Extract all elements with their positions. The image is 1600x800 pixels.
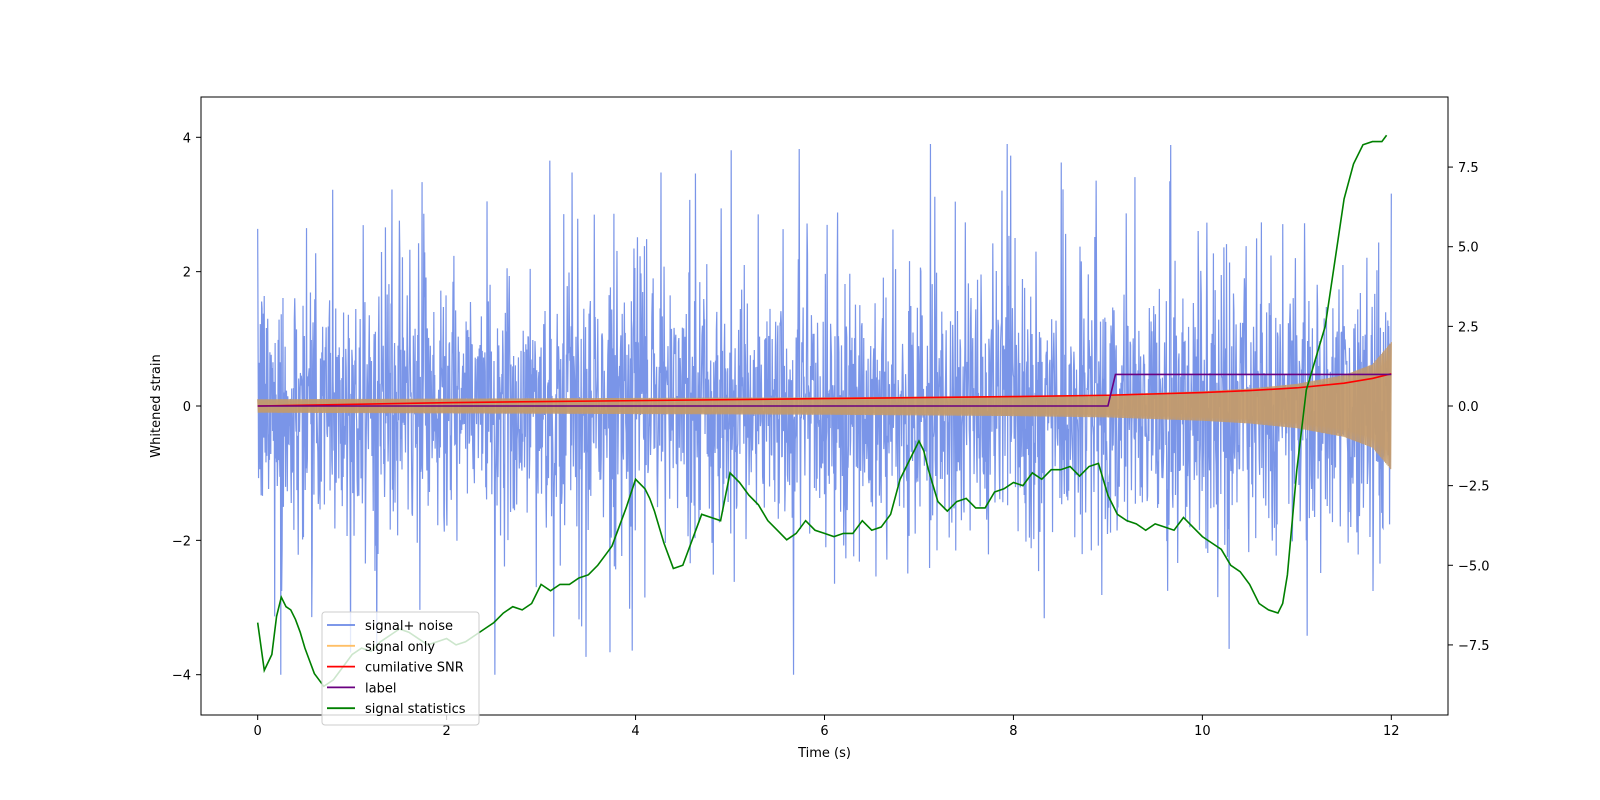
y-tick-label: 0 — [183, 400, 191, 415]
x-tick-label: 6 — [820, 724, 828, 739]
y2-tick-label: 5.0 — [1458, 241, 1479, 256]
x-tick-label: 4 — [631, 724, 639, 739]
x-tick-label: 2 — [442, 724, 450, 739]
legend-label: label — [365, 681, 396, 696]
x-tick-label: 0 — [254, 724, 262, 739]
y-tick-label: 2 — [183, 266, 191, 281]
y2-tick-label: 0.0 — [1458, 400, 1479, 415]
y-tick-label: −4 — [172, 669, 191, 684]
legend-label: signal only — [365, 640, 435, 655]
y2-tick-label: −2.5 — [1458, 480, 1490, 495]
series-cumulative-snr — [257, 372, 1392, 407]
x-axis-title: Time (s) — [797, 746, 851, 761]
legend-label: signal statistics — [365, 702, 466, 717]
y-axis-title: Whitened strain — [149, 354, 164, 457]
x-tick-label: 12 — [1383, 724, 1400, 739]
legend-label: cumilative SNR — [365, 661, 464, 676]
legend-box — [321, 611, 480, 726]
legend-label: signal+ noise — [365, 619, 453, 634]
series-label — [257, 373, 1392, 407]
y-tick-label: −2 — [172, 534, 191, 549]
y2-tick-label: 2.5 — [1458, 320, 1479, 335]
legend: signal+ noise signal only cumilative SNR la… — [321, 611, 480, 726]
x-tick-label: 8 — [1009, 724, 1017, 739]
y2-tick-label: −5.0 — [1458, 559, 1490, 574]
y2-tick-label: −7.5 — [1458, 639, 1490, 654]
series-signal-plus-noise — [257, 144, 1392, 675]
y-tick-label: 4 — [183, 131, 191, 146]
series-signal-only — [257, 342, 1392, 470]
y2-tick-label: 7.5 — [1458, 161, 1479, 176]
x-tick-label: 10 — [1194, 724, 1211, 739]
